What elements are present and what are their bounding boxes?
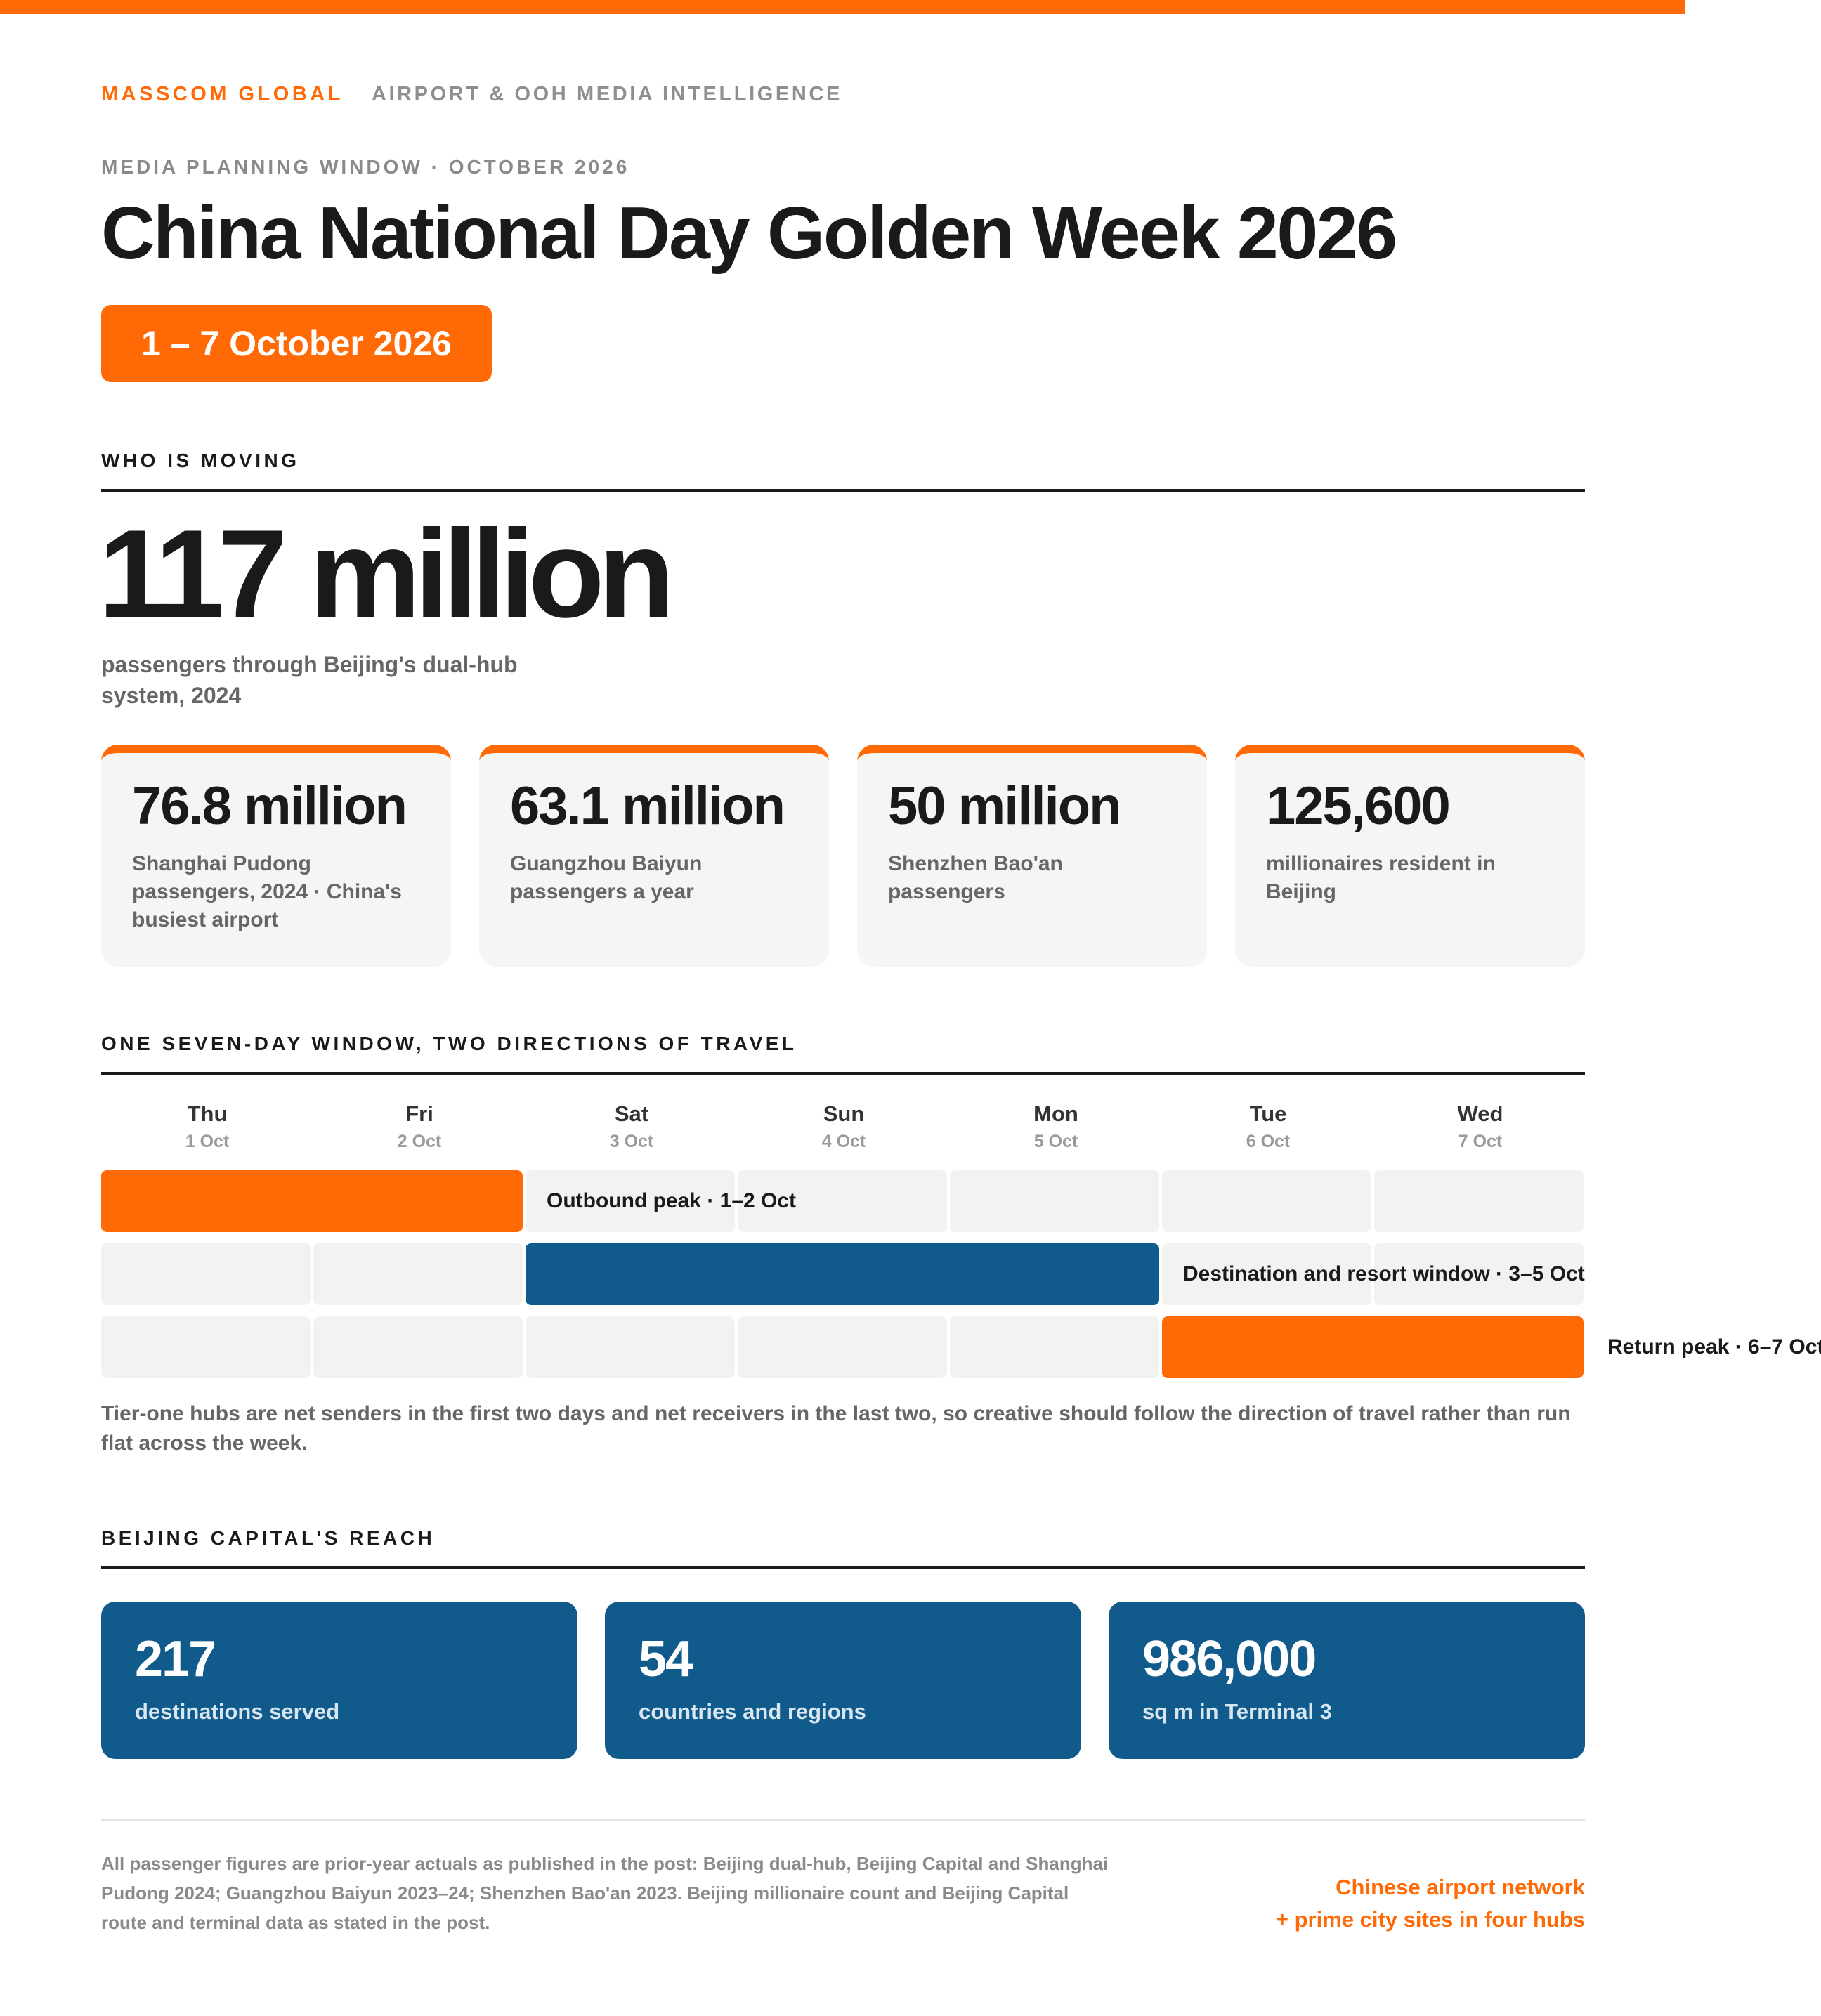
travel-band-bar: [526, 1243, 1159, 1305]
day-header: Wed 7 Oct: [1374, 1103, 1586, 1151]
stat-value: 50 million: [888, 776, 1122, 836]
headline-stat-caption: passengers through Beijing's dual-hub sy…: [101, 652, 518, 708]
day-cell: [1162, 1243, 1371, 1305]
day-cell: [950, 1316, 1159, 1378]
day-name: Sat: [614, 1101, 649, 1126]
day-date: 5 Oct: [1033, 1132, 1078, 1151]
day-date: 4 Oct: [821, 1132, 866, 1151]
stat-card: 76.8 million Shanghai Pudong passengers,…: [101, 745, 451, 967]
section-heading-text: ONE SEVEN-DAY WINDOW, TWO DIRECTIONS OF …: [101, 1033, 797, 1054]
day-cell: [101, 1243, 311, 1305]
eyebrow-label: MEDIA PLANNING WINDOW · OCTOBER 2026: [101, 156, 630, 178]
day-cell: [101, 1316, 311, 1378]
reach-label: countries and regions: [639, 1699, 866, 1724]
stat-value: 63.1 million: [510, 776, 785, 836]
day-cell: [313, 1316, 523, 1378]
day-name: Mon: [1033, 1101, 1078, 1126]
section-heading-beijing-reach: BEIJING CAPITAL'S REACH: [101, 1527, 1585, 1569]
stat-label: Guangzhou Baiyun passengers a year: [510, 852, 703, 903]
day-name: Fri: [405, 1101, 433, 1126]
reach-value: 54: [639, 1631, 693, 1687]
day-name: Tue: [1249, 1101, 1287, 1126]
day-date: 1 Oct: [185, 1132, 230, 1151]
day-cell: [313, 1243, 523, 1305]
page-title: China National Day Golden Week 2026: [101, 192, 1397, 275]
day-date: 6 Oct: [1246, 1132, 1291, 1151]
reach-cards: 217 destinations served 54 countries and…: [101, 1602, 1585, 1759]
section-heading-who-is-moving: WHO IS MOVING: [101, 450, 1585, 492]
travel-band-bar: [1162, 1316, 1584, 1378]
stat-card: 63.1 million Guangzhou Baiyun passengers…: [479, 745, 829, 967]
stat-label: Shanghai Pudong passengers, 2024 · China…: [132, 852, 402, 931]
brand-name: MASSCOM GLOBAL: [101, 83, 344, 105]
day-name: Sun: [823, 1101, 865, 1126]
reach-label: destinations served: [135, 1699, 340, 1724]
headline-stat-value: 117 million: [98, 504, 674, 643]
travel-band-label: Outbound peak · 1–2 Oct: [547, 1189, 797, 1212]
day-header: Mon 5 Oct: [950, 1103, 1162, 1151]
stat-value: 76.8 million: [132, 776, 407, 836]
day-cell: [1374, 1170, 1584, 1232]
section-heading-travel-window: ONE SEVEN-DAY WINDOW, TWO DIRECTIONS OF …: [101, 1033, 1585, 1075]
day-date: 7 Oct: [1458, 1132, 1503, 1151]
date-pill: 1 – 7 October 2026: [101, 305, 492, 382]
reach-label: sq m in Terminal 3: [1142, 1699, 1332, 1724]
stat-cards: 76.8 million Shanghai Pudong passengers,…: [101, 745, 1585, 967]
reach-card: 54 countries and regions: [605, 1602, 1081, 1759]
timeline-note: Tier-one hubs are net senders in the fir…: [101, 1402, 1571, 1455]
brand-row: MASSCOM GLOBAL AIRPORT & OOH MEDIA INTEL…: [101, 83, 842, 106]
stat-card: 50 million Shenzhen Bao'an passengers: [857, 745, 1207, 967]
day-header: Fri 2 Oct: [313, 1103, 526, 1151]
stat-label: millionaires resident in Beijing: [1266, 852, 1496, 903]
travel-band-label: Return peak · 6–7 Oct: [1607, 1335, 1821, 1359]
day-cell: [1162, 1170, 1371, 1232]
day-name: Thu: [187, 1101, 228, 1126]
travel-band-bar: [101, 1170, 523, 1232]
reach-card: 217 destinations served: [101, 1602, 577, 1759]
reach-value: 217: [135, 1631, 216, 1687]
day-cell: [950, 1170, 1159, 1232]
day-cell: [738, 1316, 947, 1378]
footer-cta-line[interactable]: Chinese airport network: [1336, 1875, 1585, 1899]
travel-timeline: Thu 1 Oct Fri 2 Oct Sat 3 Oct Sun 4 Oct …: [101, 1103, 1821, 1384]
day-date: 2 Oct: [397, 1132, 442, 1151]
footer-source-note: All passenger figures are prior-year act…: [101, 1853, 1109, 1933]
top-accent-bar: [0, 0, 1685, 14]
reach-card: 986,000 sq m in Terminal 3: [1109, 1602, 1585, 1759]
day-name: Wed: [1457, 1101, 1503, 1126]
day-cell: [738, 1170, 947, 1232]
section-heading-text: BEIJING CAPITAL'S REACH: [101, 1527, 436, 1549]
travel-band-label: Destination and resort window · 3–5 Oct: [1183, 1262, 1585, 1285]
brand-tagline: AIRPORT & OOH MEDIA INTELLIGENCE: [371, 83, 842, 105]
section-heading-text: WHO IS MOVING: [101, 450, 300, 471]
stat-card: 125,600 millionaires resident in Beijing: [1235, 745, 1585, 967]
day-date: 3 Oct: [609, 1132, 654, 1151]
footer-cta-line[interactable]: + prime city sites in four hubs: [1275, 1907, 1585, 1932]
day-cell: [1374, 1243, 1584, 1305]
footer-divider: [101, 1819, 1585, 1821]
day-header: Tue 6 Oct: [1162, 1103, 1374, 1151]
day-cell: [526, 1170, 735, 1232]
day-header: Sat 3 Oct: [526, 1103, 738, 1151]
day-cell: [526, 1316, 735, 1378]
reach-value: 986,000: [1142, 1631, 1317, 1687]
stat-value: 125,600: [1266, 776, 1451, 836]
stat-label: Shenzhen Bao'an passengers: [888, 852, 1063, 903]
day-header: Thu 1 Oct: [101, 1103, 313, 1151]
footer-cta[interactable]: Chinese airport network + prime city sit…: [1276, 1871, 1585, 1936]
day-header: Sun 4 Oct: [738, 1103, 950, 1151]
